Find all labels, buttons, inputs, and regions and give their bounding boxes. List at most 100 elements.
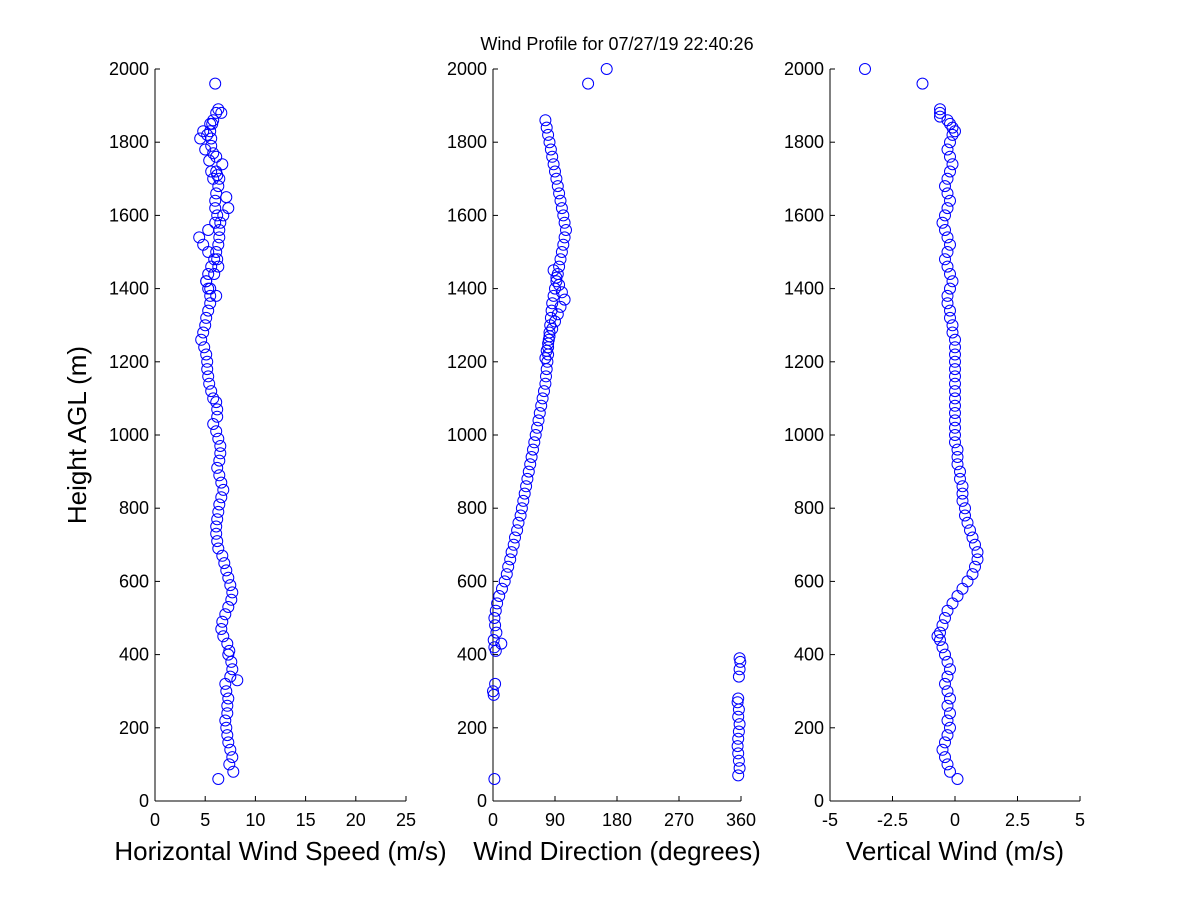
data-point bbox=[522, 465, 535, 478]
data-point bbox=[547, 289, 560, 302]
data-point bbox=[939, 224, 951, 236]
data-point bbox=[216, 158, 229, 171]
data-point bbox=[220, 685, 233, 698]
data-point bbox=[202, 224, 215, 236]
x-tick-label: 90 bbox=[545, 810, 565, 830]
data-point bbox=[489, 604, 502, 617]
vertical-wind-panel: 0 200 400 600 800 1000 1200 1400 1600 1800 2000 -5 -… bbox=[784, 59, 1085, 866]
data-point bbox=[204, 117, 217, 130]
y-tick-label: 800 bbox=[119, 498, 149, 518]
data-point bbox=[208, 268, 221, 280]
data-point bbox=[549, 315, 561, 328]
data-point bbox=[222, 202, 235, 215]
data-point bbox=[944, 663, 956, 676]
data-point bbox=[207, 114, 220, 127]
data-point bbox=[971, 553, 984, 566]
data-point bbox=[204, 289, 217, 302]
data-point bbox=[222, 736, 235, 749]
data-point bbox=[197, 326, 210, 339]
data-point bbox=[941, 187, 954, 200]
data-point bbox=[221, 707, 234, 720]
y-tick-label: 1200 bbox=[784, 352, 824, 372]
data-point bbox=[961, 516, 974, 529]
y-tick-label: 600 bbox=[119, 571, 149, 591]
data-point bbox=[936, 216, 949, 229]
data-point bbox=[949, 429, 961, 441]
data-point bbox=[949, 385, 961, 398]
data-point bbox=[969, 538, 981, 551]
data-point bbox=[941, 670, 954, 683]
x-tick-label: 5 bbox=[200, 810, 210, 830]
data-point bbox=[203, 377, 216, 390]
data-point bbox=[941, 685, 954, 698]
data-point bbox=[733, 718, 746, 731]
data-point bbox=[210, 187, 223, 200]
data-point bbox=[505, 546, 518, 559]
data-point bbox=[941, 729, 954, 742]
data-point bbox=[934, 626, 946, 639]
data-point bbox=[488, 641, 501, 654]
data-point bbox=[956, 480, 969, 493]
data-point bbox=[221, 637, 234, 650]
data-point bbox=[226, 586, 239, 599]
data-point bbox=[944, 692, 956, 705]
data-point bbox=[941, 297, 954, 310]
data-point bbox=[554, 253, 567, 266]
data-point bbox=[944, 165, 956, 178]
data-point bbox=[956, 487, 969, 500]
x-tick-label: 180 bbox=[602, 810, 632, 830]
y-tick-label: 1600 bbox=[447, 205, 487, 225]
data-point bbox=[194, 132, 207, 145]
x-tick-label: 2.5 bbox=[1005, 810, 1030, 830]
y-tick-label: 800 bbox=[794, 498, 824, 518]
data-point bbox=[600, 63, 613, 75]
data-point bbox=[208, 253, 221, 266]
x-tick-label: 270 bbox=[664, 810, 694, 830]
y-tick-label: 400 bbox=[119, 645, 149, 665]
data-point bbox=[969, 560, 981, 573]
data-point bbox=[941, 260, 954, 273]
data-point bbox=[539, 377, 552, 390]
data-point bbox=[488, 773, 501, 785]
data-point bbox=[939, 209, 951, 222]
y-tick-label: 1800 bbox=[447, 132, 487, 152]
data-point bbox=[213, 231, 226, 244]
data-point bbox=[558, 216, 571, 229]
data-point bbox=[209, 194, 222, 207]
data-point bbox=[951, 458, 964, 471]
data-point bbox=[212, 542, 225, 555]
data-point bbox=[215, 623, 228, 635]
data-point bbox=[220, 564, 233, 577]
data-point bbox=[515, 502, 528, 515]
data-point bbox=[204, 125, 217, 138]
data-point bbox=[553, 278, 566, 291]
data-point bbox=[557, 209, 570, 222]
data-point bbox=[200, 348, 213, 361]
data-point bbox=[939, 180, 951, 193]
x-tick-label: -5 bbox=[822, 810, 838, 830]
data-point bbox=[946, 326, 959, 339]
data-point bbox=[732, 692, 745, 705]
data-point bbox=[536, 392, 549, 405]
data-point bbox=[555, 286, 568, 299]
data-point bbox=[941, 246, 954, 258]
data-point bbox=[944, 707, 956, 720]
data-point bbox=[859, 63, 871, 75]
data-point bbox=[546, 322, 559, 335]
y-tick-label: 2000 bbox=[109, 59, 149, 79]
data-point bbox=[916, 77, 929, 90]
data-point bbox=[495, 637, 508, 650]
data-point bbox=[949, 392, 961, 405]
data-point bbox=[489, 677, 502, 690]
data-point bbox=[520, 480, 533, 493]
data-point bbox=[193, 231, 206, 244]
data-point bbox=[212, 238, 225, 251]
x-tick-label: -2.5 bbox=[877, 810, 908, 830]
data-point bbox=[936, 619, 949, 632]
data-point bbox=[209, 202, 222, 215]
data-point bbox=[939, 648, 951, 661]
data-point bbox=[944, 268, 956, 280]
data-point bbox=[517, 494, 530, 507]
data-point bbox=[199, 143, 212, 156]
